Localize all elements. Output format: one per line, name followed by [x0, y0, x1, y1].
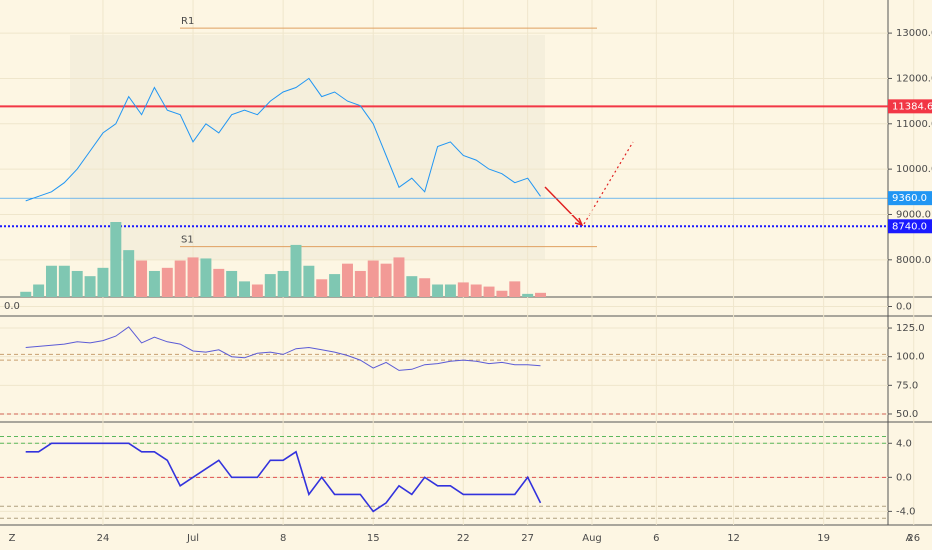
volume-bar — [174, 260, 186, 297]
volume-bar — [341, 263, 353, 297]
volume-bar — [393, 257, 405, 297]
pivot-label: R1 — [181, 16, 194, 27]
volume-bar — [367, 260, 379, 297]
volume-bar — [470, 284, 482, 297]
y-tick-label: 125.0 — [896, 323, 925, 334]
indicator-line — [25, 442, 542, 513]
volume-bar — [110, 222, 122, 297]
volume-bar — [457, 282, 469, 297]
volume-bar — [58, 265, 70, 297]
price-tag-label: 9360.0 — [892, 193, 927, 204]
volume-bar — [97, 267, 109, 297]
left-button[interactable]: Z — [9, 533, 16, 544]
volume-bar — [432, 284, 444, 297]
y-tick-label: 100.0 — [896, 352, 925, 363]
y-tick-label: 12000.0 — [896, 73, 932, 84]
x-tick-label: 8 — [280, 533, 286, 544]
volume-bar — [316, 279, 328, 297]
y-tick-label: 4.0 — [896, 438, 912, 449]
y-tick-label: 11000.0 — [896, 119, 932, 130]
volume-bar — [33, 284, 45, 297]
volume-bar — [213, 268, 225, 297]
volume-bar — [303, 265, 315, 297]
price-tag — [888, 219, 932, 234]
volume-bar — [264, 274, 276, 297]
y-tick-label: 8000.0 — [896, 255, 931, 266]
volume-bar — [483, 286, 495, 297]
x-tick-label: 19 — [817, 533, 830, 544]
x-tick-label: Jul — [186, 533, 199, 544]
y-tick-label: 0.0 — [896, 472, 912, 483]
volume-bar — [200, 258, 212, 297]
projection-arrow — [544, 186, 583, 226]
volume-bar — [71, 270, 83, 297]
right-button[interactable]: A — [906, 533, 913, 544]
y-tick-label: 0.0 — [896, 302, 912, 313]
indicator-line — [25, 326, 541, 371]
x-tick-label: 15 — [367, 533, 380, 544]
price-tag — [888, 191, 932, 206]
x-tick-label: 27 — [521, 533, 534, 544]
channel-area — [70, 35, 545, 260]
x-tick-label: 6 — [653, 533, 659, 544]
pane-left-label: 0.0 — [4, 301, 20, 312]
volume-bar — [277, 270, 289, 297]
price-tag-label: 8740.0 — [892, 221, 927, 232]
price-tag-label: 11384.6 — [892, 101, 932, 112]
y-tick-label: 50.0 — [896, 409, 918, 420]
volume-bar — [509, 281, 521, 297]
price-line — [25, 77, 541, 202]
volume-bar — [45, 265, 57, 297]
x-tick-label: 24 — [97, 533, 110, 544]
volume-bar — [136, 260, 148, 297]
volume-bar — [148, 270, 160, 297]
volume-bar — [161, 267, 173, 297]
volume-bar — [496, 290, 508, 297]
volume-bar — [419, 278, 431, 297]
volume-bar — [226, 270, 238, 297]
volume-bar — [20, 291, 32, 297]
volume-bar — [406, 276, 418, 297]
volume-bar — [239, 281, 251, 297]
volume-bar — [290, 244, 302, 297]
volume-bar — [535, 292, 547, 297]
price-tag — [888, 99, 932, 114]
volume-bar — [329, 274, 341, 297]
x-tick-label: 22 — [457, 533, 470, 544]
y-tick-label: 9000.0 — [896, 209, 931, 220]
volume-bar — [187, 257, 199, 297]
volume-bar — [444, 284, 456, 297]
volume-bar — [354, 270, 366, 297]
x-tick-label: 12 — [727, 533, 740, 544]
y-tick-label: -4.0 — [896, 506, 916, 517]
y-tick-label: 10000.0 — [896, 164, 932, 175]
x-tick-label: 26 — [907, 533, 920, 544]
volume-bar — [84, 276, 96, 297]
x-tick-label: Aug — [582, 533, 602, 544]
y-tick-label: 13000.0 — [896, 28, 932, 39]
volume-bar — [123, 250, 135, 297]
volume-bar — [251, 284, 263, 297]
volume-bar — [380, 263, 392, 297]
volume-bar — [522, 293, 534, 297]
y-tick-label: 75.0 — [896, 380, 918, 391]
pivot-label: S1 — [181, 235, 194, 246]
arrow-head — [574, 217, 584, 227]
